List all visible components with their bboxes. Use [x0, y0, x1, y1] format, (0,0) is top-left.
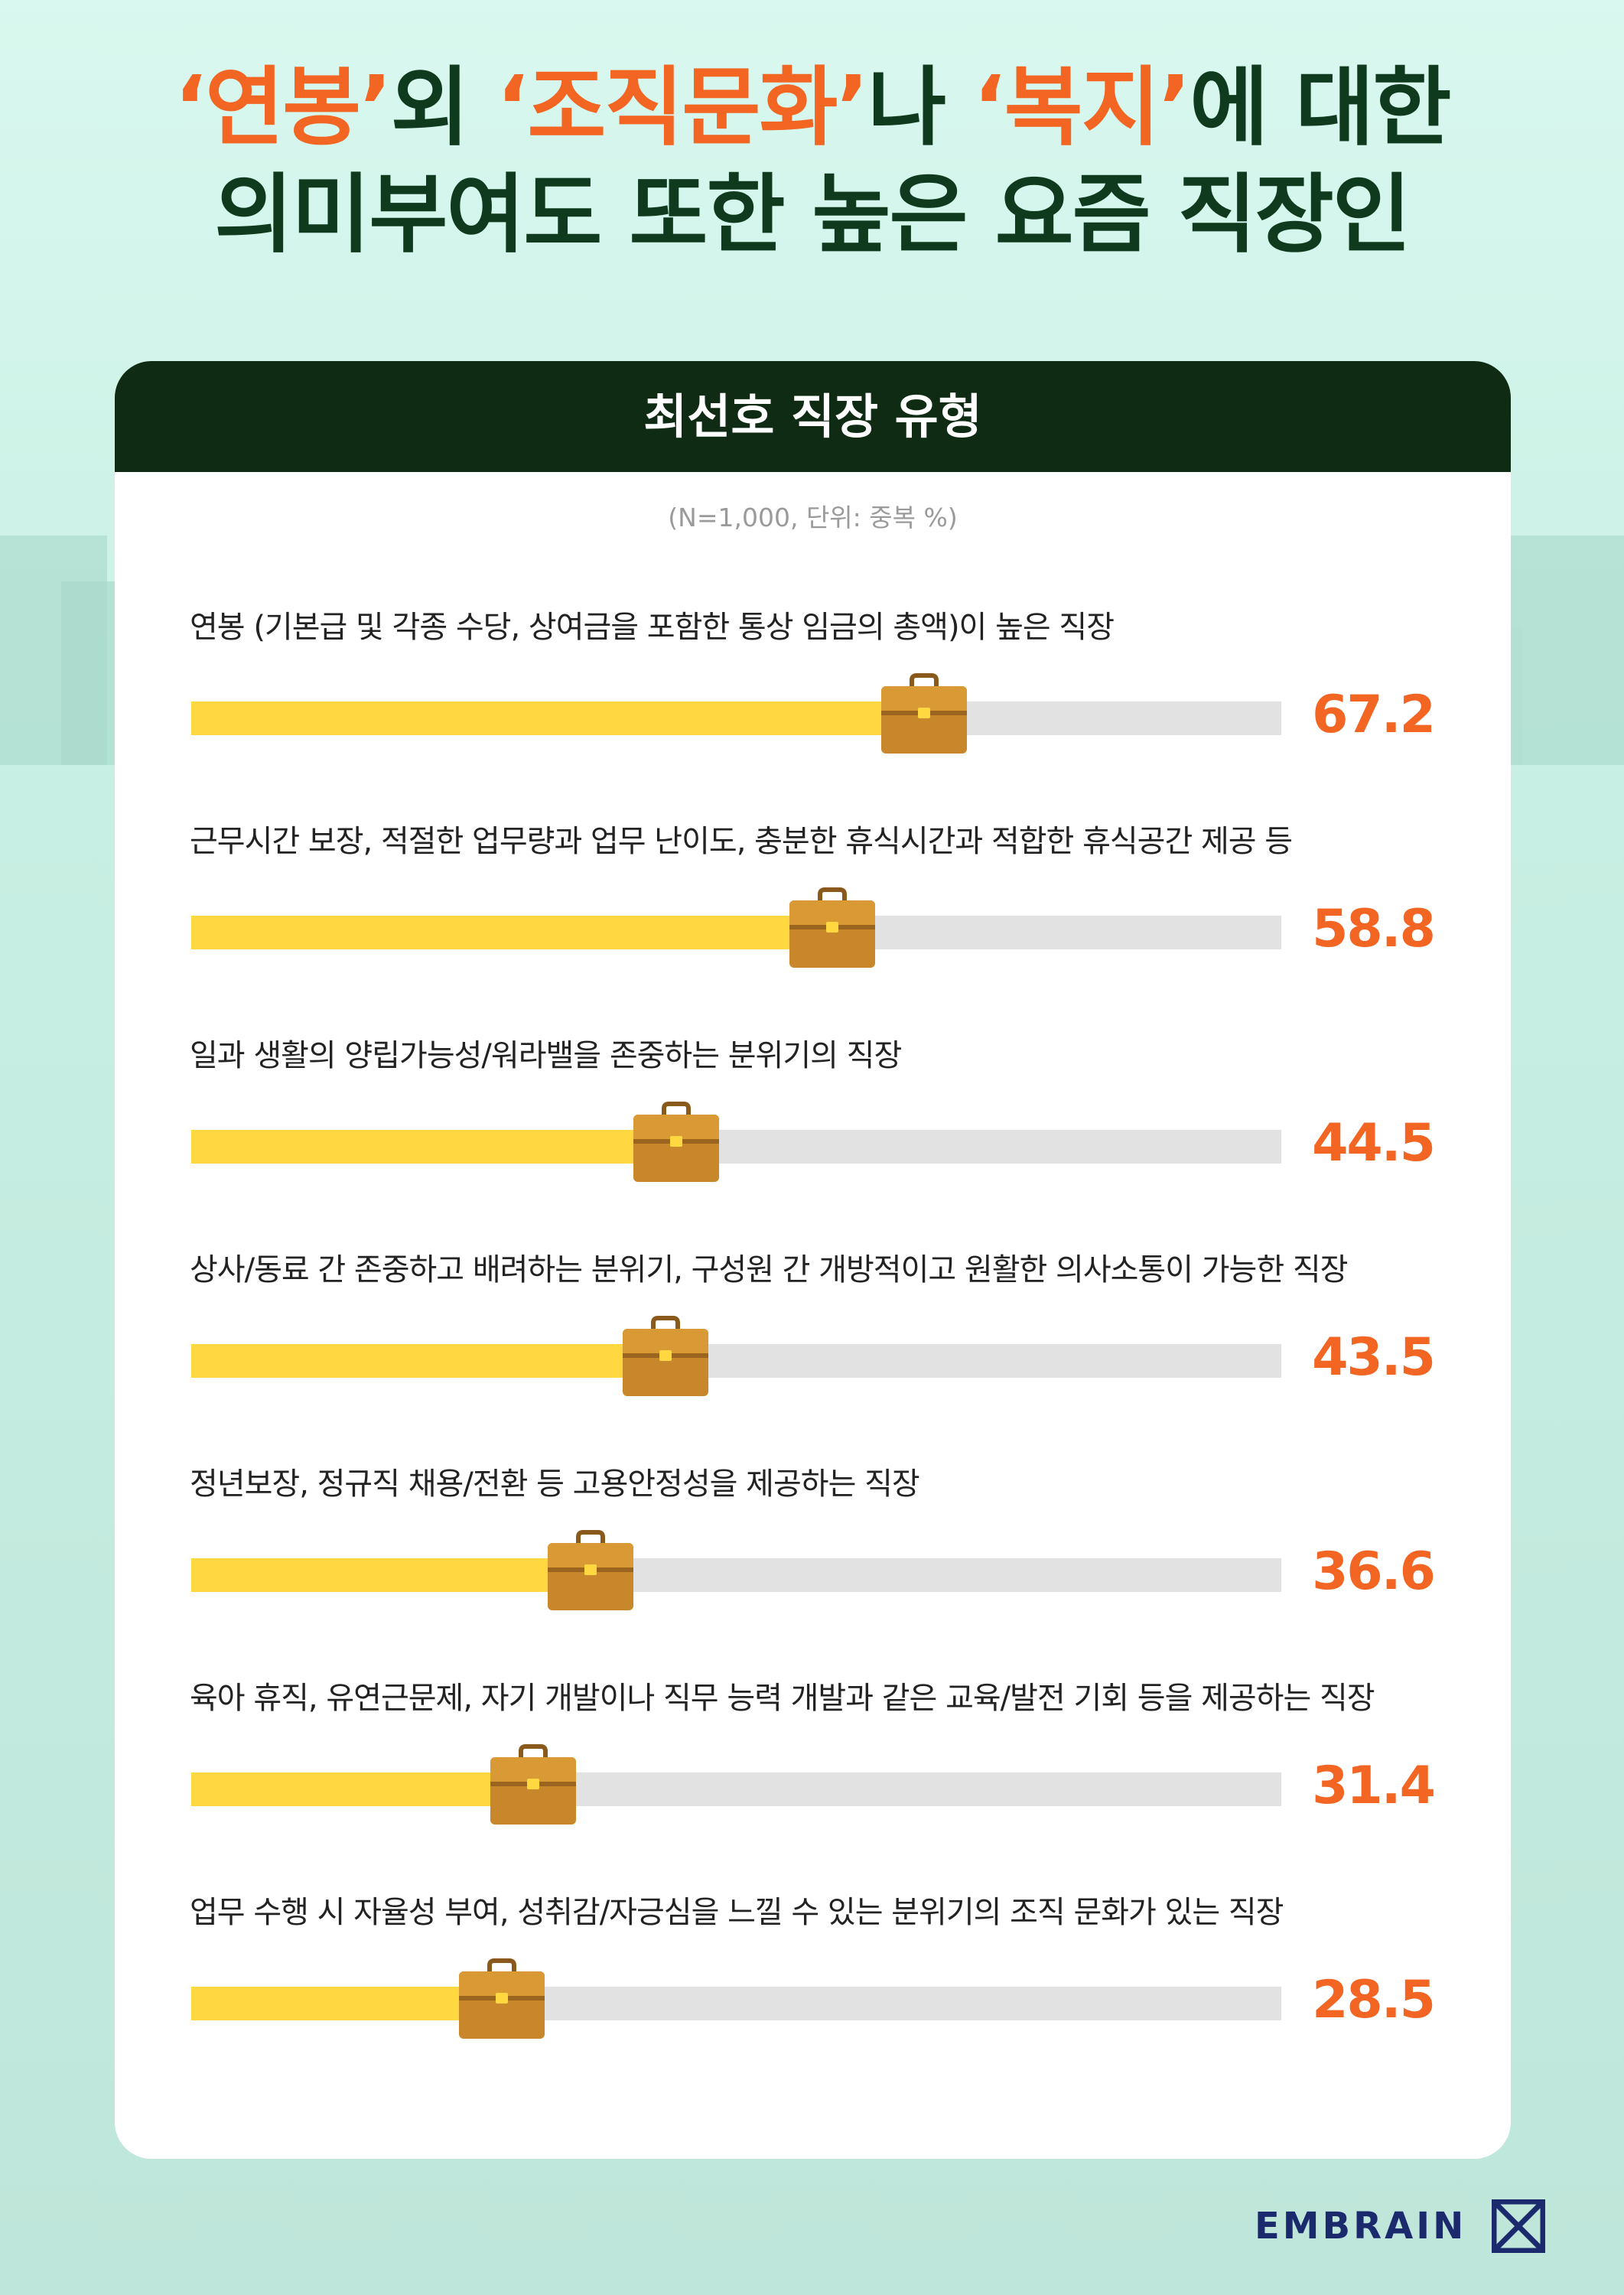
- headline-text: 나: [867, 58, 974, 158]
- bar-fill: [191, 1344, 666, 1378]
- bar-track: [191, 1773, 1281, 1806]
- headline-accent-text: ‘복지’: [973, 58, 1191, 158]
- bar-fill: [191, 702, 924, 735]
- category-label: 업무 수행 시 자율성 부여, 성취감/자긍심을 느낄 수 있는 분위기의 조직…: [190, 1895, 1284, 1930]
- briefcase-icon: [620, 1315, 711, 1399]
- category-label: 정년보장, 정규직 채용/전환 등 고용안정성을 제공하는 직장: [190, 1467, 920, 1502]
- value-label: 43.5: [1312, 1327, 1436, 1388]
- value-label: 44.5: [1312, 1113, 1436, 1174]
- card-header-title: 최선호 직장 유형: [115, 361, 1511, 472]
- category-label: 근무시간 보장, 적절한 업무량과 업무 난이도, 충분한 휴식시간과 적합한 …: [190, 824, 1293, 859]
- bar-track: [191, 916, 1281, 949]
- briefcase-icon: [545, 1529, 636, 1613]
- chart-card: 최선호 직장 유형 (N=1,000, 단위: 중복 %) 연봉 (기본급 및 …: [115, 361, 1511, 2159]
- bar-track: [191, 1558, 1281, 1592]
- headline-line-2: 의미부여도 또한 높은 요즘 직장인: [214, 165, 1411, 265]
- brand-name: EMBRAIN: [1255, 2205, 1467, 2248]
- bar-fill: [191, 1987, 503, 2020]
- value-label: 36.6: [1312, 1541, 1436, 1602]
- chart-note: (N=1,000, 단위: 중복 %): [668, 503, 958, 532]
- value-label: 28.5: [1312, 1970, 1436, 2030]
- embrain-logo-icon: [1492, 2199, 1545, 2253]
- category-label: 연봉 (기본급 및 각종 수당, 상여금을 포함한 통상 임금의 총액)이 높은…: [190, 610, 1115, 645]
- value-label: 31.4: [1312, 1756, 1436, 1816]
- value-label: 67.2: [1312, 685, 1436, 745]
- bar-track: [191, 1987, 1281, 2020]
- bar-fill: [191, 916, 832, 949]
- briefcase-icon: [878, 672, 970, 757]
- headline-text: 에 대한: [1190, 58, 1451, 158]
- briefcase-icon: [487, 1743, 579, 1828]
- bar-track: [191, 702, 1281, 735]
- bar-track: [191, 1344, 1281, 1378]
- bar-fill: [191, 1130, 677, 1164]
- bar-fill: [191, 1773, 534, 1806]
- headline-accent-text: ‘조직문화’: [496, 58, 869, 158]
- category-label: 육아 휴직, 유연근문제, 자기 개발이나 직무 능력 개발과 같은 교육/발전…: [190, 1681, 1375, 1716]
- bar-track: [191, 1130, 1281, 1164]
- category-label: 일과 생활의 양립가능성/워라밸을 존중하는 분위기의 직장: [190, 1038, 902, 1073]
- category-label: 상사/동료 간 존중하고 배려하는 분위기, 구성원 간 개방적이고 원활한 의…: [190, 1252, 1348, 1287]
- headline-text: 외: [390, 58, 496, 158]
- briefcase-icon: [630, 1101, 722, 1185]
- headline-line-1: ‘연봉’외 ‘조직문화’나 ‘복지’에 대한: [0, 65, 1624, 151]
- bar-fill: [191, 1558, 591, 1592]
- headline-accent-text: ‘연봉’: [174, 58, 392, 158]
- briefcase-icon: [456, 1958, 548, 2042]
- value-label: 58.8: [1312, 899, 1436, 959]
- briefcase-icon: [786, 887, 878, 971]
